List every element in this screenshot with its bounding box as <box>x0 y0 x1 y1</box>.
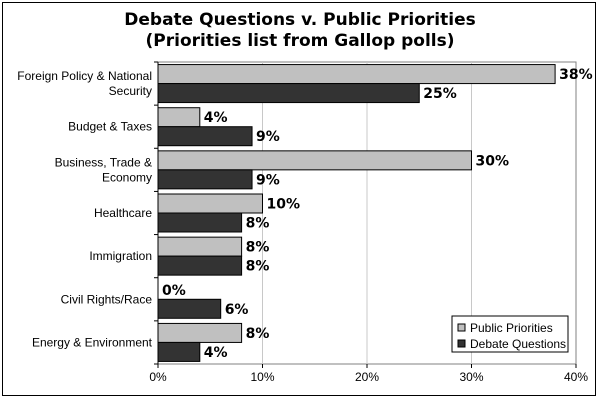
data-label: 8% <box>246 326 270 342</box>
data-label: 10% <box>267 197 301 213</box>
legend-box <box>451 315 569 353</box>
data-label: 6% <box>225 302 249 318</box>
chart-title: Debate Questions v. Public Priorities <box>124 10 476 30</box>
bar-debate-questions <box>157 126 253 147</box>
bar-debate-questions <box>157 298 222 319</box>
data-label: 30% <box>476 153 510 169</box>
category-label: Budget & Taxes <box>68 120 152 134</box>
category-label: Business, Trade & Economy <box>55 155 152 184</box>
bar-public-priorities <box>157 322 243 343</box>
bar-debate-questions <box>157 169 253 190</box>
data-label: 8% <box>246 216 270 232</box>
data-label: 9% <box>256 129 280 145</box>
bar-public-priorities <box>157 107 201 128</box>
category-label: Healthcare <box>94 206 152 220</box>
chart-subtitle: (Priorities list from Gallop polls) <box>145 31 455 51</box>
category-label: Foreign Policy & National Security <box>17 69 152 98</box>
legend-label: Debate Questions <box>470 337 566 351</box>
x-tick-label: 0% <box>149 370 167 384</box>
data-label: 25% <box>423 86 457 102</box>
legend-swatch <box>457 323 466 332</box>
legend-label: Public Priorities <box>470 321 553 335</box>
data-label: 9% <box>256 172 280 188</box>
bar-public-priorities <box>157 150 472 171</box>
bar-debate-questions <box>157 341 201 362</box>
data-label: 4% <box>204 110 228 126</box>
data-label: 0% <box>162 283 186 299</box>
x-tick-label: 30% <box>459 370 483 384</box>
bar-debate-questions <box>157 255 243 276</box>
data-label: 8% <box>246 240 270 256</box>
data-label: 38% <box>559 67 593 83</box>
bar-public-priorities <box>157 193 263 214</box>
x-tick-label: 40% <box>564 370 588 384</box>
x-tick-label: 20% <box>355 370 379 384</box>
bar-debate-questions <box>157 83 420 104</box>
x-tick-label: 10% <box>250 370 274 384</box>
category-label: Immigration <box>89 249 152 263</box>
data-label: 8% <box>246 259 270 275</box>
bar-public-priorities <box>157 64 556 85</box>
category-label: Energy & Environment <box>32 335 153 349</box>
legend-swatch <box>457 339 466 348</box>
chart-title-block: Debate Questions v. Public Priorities (P… <box>0 10 600 52</box>
data-label: 4% <box>204 345 228 361</box>
bar-debate-questions <box>157 212 243 233</box>
category-label: Civil Rights/Race <box>61 292 153 306</box>
bar-public-priorities <box>157 236 243 257</box>
